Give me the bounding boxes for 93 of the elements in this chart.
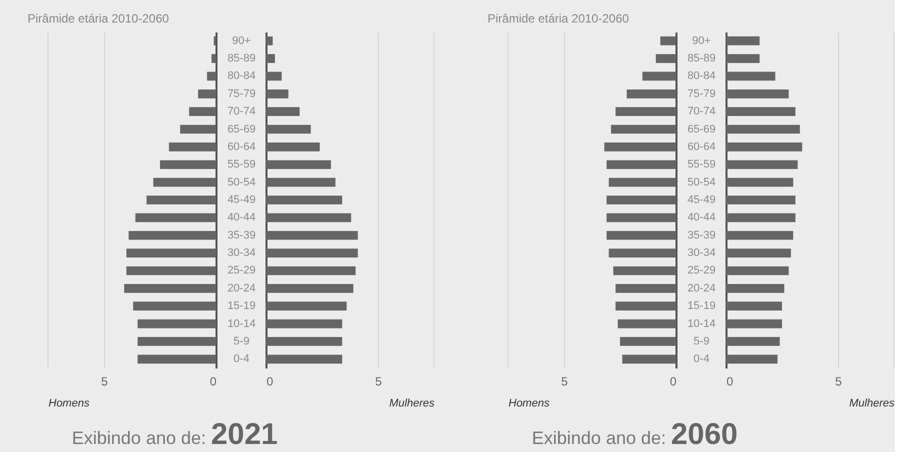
text: 2060 [671, 418, 738, 451]
bar [133, 302, 216, 311]
bar [212, 54, 216, 63]
y-tick-label: 45-49 [227, 194, 256, 206]
bar [606, 213, 676, 222]
y-tick-label: 0-4 [694, 353, 710, 366]
y-tick-label: 45-49 [687, 194, 716, 206]
y-tick-label: 15-19 [227, 300, 256, 312]
bar [604, 142, 676, 152]
y-tick-label: 15-19 [687, 300, 716, 312]
bar [616, 107, 676, 116]
bar [160, 160, 216, 170]
bar [135, 213, 216, 222]
bar [608, 248, 676, 258]
bar [606, 230, 676, 240]
bar [660, 36, 676, 46]
y-tick-label: 25-29 [227, 264, 256, 277]
y-tick-label: 10-14 [687, 318, 716, 330]
x-tick-label: 5 [561, 374, 568, 388]
bar [138, 337, 216, 346]
bar [616, 302, 676, 311]
y-tick-label: 5-9 [694, 335, 710, 348]
y-tick-label: 30-34 [227, 247, 256, 260]
bar [198, 89, 216, 98]
y-tick-label: 10-14 [227, 318, 256, 330]
text: Exibindo ano de: [532, 428, 666, 448]
x-tick-label: 5 [101, 374, 108, 388]
bar [606, 196, 676, 204]
y-tick-label: 20-24 [227, 282, 256, 294]
y-tick-label: 70-74 [227, 106, 256, 118]
bar [128, 230, 216, 240]
y-tick-label: 50-54 [687, 176, 716, 188]
x-tick-label: 5 [375, 374, 382, 388]
y-tick-label: 60-64 [687, 140, 716, 153]
y-tick-label: 90+ [692, 34, 711, 47]
bar [620, 337, 676, 346]
x-axis-title: Homens [508, 398, 550, 410]
x-tick-label: 0 [670, 374, 677, 388]
bar [642, 72, 676, 81]
bar [168, 142, 216, 152]
bar [189, 107, 216, 116]
y-tick-label: 35-39 [227, 229, 256, 242]
bar [126, 266, 216, 276]
bar [138, 354, 216, 364]
bar [126, 248, 216, 258]
y-tick-label: 20-24 [687, 282, 716, 294]
y-tick-label: 50-54 [227, 176, 256, 188]
chart-title: Pirâmide etária 2010-2060 [488, 12, 630, 26]
x-axis-title: Homens [48, 398, 90, 410]
bar [611, 124, 676, 134]
y-tick-label: 55-59 [227, 158, 256, 171]
y-tick-label: 65-69 [227, 123, 256, 136]
text: 2021 [211, 418, 278, 451]
y-tick-label: 55-59 [687, 158, 716, 171]
y-tick-label: 60-64 [227, 140, 256, 153]
bar [613, 266, 676, 276]
bar [618, 319, 676, 328]
bar [146, 196, 216, 204]
bar [616, 284, 676, 293]
text: Exibindo ano de: [72, 428, 206, 448]
bar [207, 72, 216, 81]
y-tick-label: 85-89 [687, 52, 716, 65]
y-tick-label: 75-79 [227, 88, 256, 100]
y-tick-label: 75-79 [687, 88, 716, 100]
y-tick-label: 40-44 [687, 212, 716, 224]
x-axis-title: Mulheres [849, 398, 895, 410]
bar [124, 284, 216, 293]
bar [180, 124, 216, 134]
y-tick-label: 25-29 [687, 264, 716, 277]
y-tick-label: 35-39 [687, 229, 716, 242]
bar [608, 178, 676, 187]
y-tick-label: 90+ [232, 34, 251, 47]
x-tick-label: 0 [266, 374, 274, 388]
y-tick-label: 0-4 [234, 353, 250, 366]
chart-title: Pirâmide etária 2010-2060 [28, 12, 170, 26]
bar [656, 54, 676, 63]
bar [606, 160, 676, 170]
y-tick-label: 85-89 [227, 52, 256, 65]
bar [622, 354, 676, 364]
y-tick-label: 80-84 [687, 70, 716, 82]
bar [626, 89, 676, 98]
y-tick-label: 30-34 [687, 247, 716, 260]
y-tick-label: 65-69 [687, 123, 716, 136]
y-tick-label: 5-9 [234, 335, 250, 348]
x-tick-label: 0 [726, 374, 734, 388]
x-tick-label: 0 [210, 374, 217, 388]
x-tick-label: 5 [835, 374, 842, 388]
y-tick-label: 40-44 [227, 212, 256, 224]
x-axis-title: Mulheres [389, 398, 435, 410]
y-tick-label: 70-74 [687, 106, 716, 118]
bar [138, 319, 216, 328]
bar [153, 178, 216, 187]
y-tick-label: 80-84 [227, 70, 256, 82]
